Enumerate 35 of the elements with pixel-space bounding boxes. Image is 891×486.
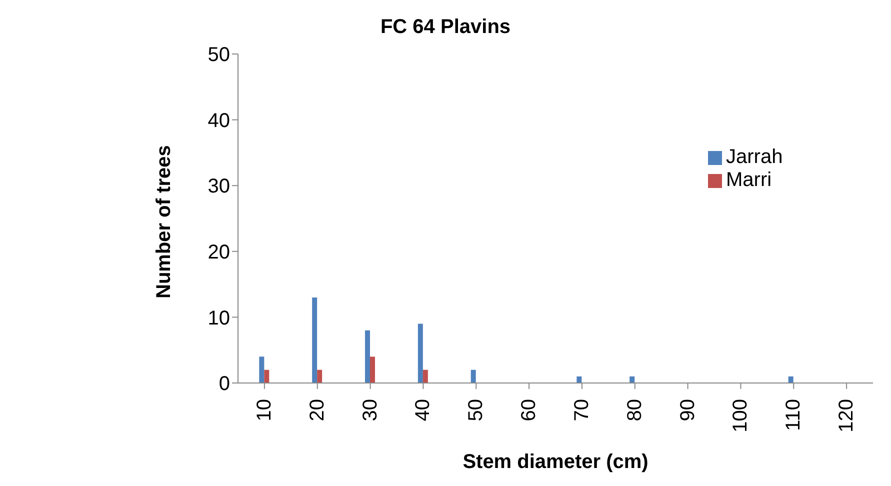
y-tick-label: 40 xyxy=(208,110,230,132)
legend-label: Marri xyxy=(726,169,772,191)
y-tick-label: 0 xyxy=(218,373,230,396)
y-tick-label: 20 xyxy=(208,242,230,264)
bar xyxy=(317,370,322,383)
bar xyxy=(264,370,270,383)
x-tick-label: 20 xyxy=(306,399,328,422)
x-tick-label: 10 xyxy=(253,399,276,422)
x-tick-label: 70 xyxy=(570,399,593,422)
y-tick-label: 30 xyxy=(208,176,230,198)
bar xyxy=(470,370,476,383)
y-tick-label: 10 xyxy=(208,307,230,330)
bar xyxy=(422,370,428,383)
bar xyxy=(365,330,370,383)
bar xyxy=(259,356,264,383)
y-axis-title: Number of trees xyxy=(153,145,176,298)
bar xyxy=(576,376,582,383)
x-tick-label: 80 xyxy=(624,399,646,422)
bar xyxy=(370,356,375,383)
x-tick-label: 40 xyxy=(412,399,434,422)
x-tick-label: 120 xyxy=(836,399,858,432)
x-tick-label: 60 xyxy=(518,399,540,422)
x-tick-label: 110 xyxy=(782,399,805,431)
x-tick-label: 30 xyxy=(359,399,382,422)
x-tick-label: 100 xyxy=(730,399,752,432)
legend-label: Jarrah xyxy=(726,146,783,168)
bar xyxy=(788,376,794,383)
x-tick-label: 90 xyxy=(676,399,699,422)
x-tick-label: 50 xyxy=(465,399,488,422)
y-tick-label: 50 xyxy=(208,44,230,66)
bar xyxy=(630,376,635,383)
x-axis-title: Stem diameter (cm) xyxy=(462,451,648,473)
bar xyxy=(418,324,423,383)
chart-title: FC 64 Plavins xyxy=(379,15,512,40)
bar xyxy=(312,297,318,383)
